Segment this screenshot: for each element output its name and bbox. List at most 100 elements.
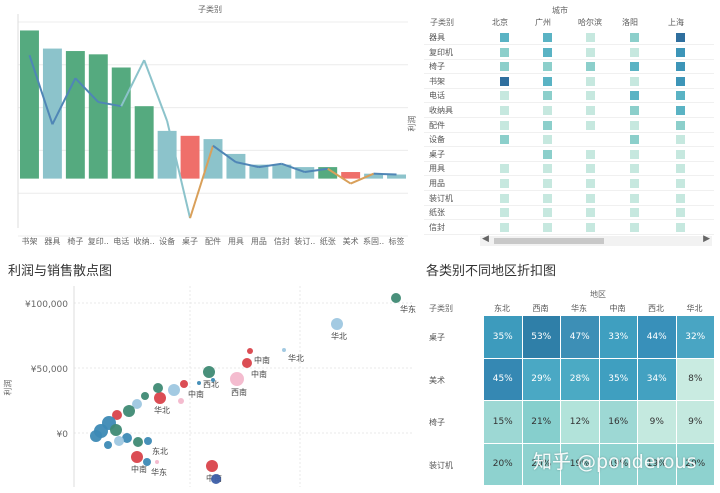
heat-cell[interactable]: [500, 62, 509, 72]
heat-cell[interactable]: [586, 149, 595, 159]
discount-cell[interactable]: 53%: [522, 316, 560, 358]
heat-cell[interactable]: [676, 164, 685, 174]
scatter-point[interactable]: [242, 358, 252, 368]
bar[interactable]: [65, 51, 85, 179]
scrollbar-thumb[interactable]: [494, 238, 604, 244]
heat-cell[interactable]: [543, 222, 552, 232]
heat-cell[interactable]: [586, 179, 595, 188]
heat-cell[interactable]: [543, 208, 552, 218]
bar[interactable]: [364, 173, 384, 179]
heat-cell[interactable]: [543, 120, 552, 130]
heat-cell[interactable]: [500, 91, 509, 101]
scatter-point[interactable]: [282, 348, 286, 352]
bar[interactable]: [134, 106, 154, 179]
discount-cell[interactable]: 21%: [522, 401, 560, 443]
discount-cell[interactable]: 34%: [638, 358, 676, 400]
heat-cell[interactable]: [676, 76, 685, 86]
heat-cell[interactable]: [586, 76, 595, 86]
discount-cell[interactable]: 28%: [561, 358, 599, 400]
bar[interactable]: [157, 130, 177, 179]
scatter-point[interactable]: [203, 366, 215, 378]
discount-cell[interactable]: 32%: [676, 316, 714, 358]
discount-cell[interactable]: 35%: [484, 316, 522, 358]
scatter-point[interactable]: [206, 460, 218, 472]
scatter-point[interactable]: [211, 378, 215, 382]
heat-cell[interactable]: [676, 47, 685, 57]
heat-cell[interactable]: [676, 193, 685, 203]
scatter-point[interactable]: [230, 372, 244, 386]
scroll-right-icon[interactable]: ▶: [703, 234, 710, 244]
heat-cell[interactable]: [543, 47, 552, 57]
heat-cell[interactable]: [543, 149, 552, 159]
scatter-point[interactable]: [211, 474, 221, 484]
heat-cell[interactable]: [500, 135, 509, 145]
discount-cell[interactable]: 20%: [676, 443, 714, 485]
scatter-point[interactable]: [90, 430, 102, 442]
scatter-point[interactable]: [122, 433, 132, 443]
heat-cell[interactable]: [676, 106, 685, 115]
scatter-point[interactable]: [104, 441, 112, 449]
scatter-point[interactable]: [391, 293, 401, 303]
heat-cell[interactable]: [586, 106, 595, 115]
heat-cell[interactable]: [500, 76, 509, 86]
scatter-point[interactable]: [141, 392, 149, 400]
bar[interactable]: [20, 30, 39, 179]
scatter-point[interactable]: [132, 399, 142, 409]
bar[interactable]: [341, 172, 361, 179]
bar[interactable]: [111, 67, 131, 179]
heat-cell[interactable]: [500, 120, 509, 130]
discount-cell[interactable]: 19%: [561, 443, 599, 485]
heat-cell[interactable]: [543, 76, 552, 86]
bar[interactable]: [387, 174, 406, 179]
scroll-left-icon[interactable]: ◀: [482, 234, 489, 244]
heat-cell[interactable]: [630, 193, 639, 203]
scatter-point[interactable]: [197, 381, 201, 385]
discount-cell[interactable]: 15%: [484, 401, 522, 443]
heat-cell[interactable]: [500, 106, 509, 115]
horizontal-scrollbar[interactable]: ◀ ▶: [480, 234, 712, 246]
heat-cell[interactable]: [630, 47, 639, 57]
heat-cell[interactable]: [500, 47, 509, 57]
heat-cell[interactable]: [586, 193, 595, 203]
heat-cell[interactable]: [543, 106, 552, 115]
heat-cell[interactable]: [676, 135, 685, 145]
discount-cell[interactable]: 45%: [484, 358, 522, 400]
discount-cell[interactable]: 8%: [676, 358, 714, 400]
discount-cell[interactable]: 20%: [522, 443, 560, 485]
heat-cell[interactable]: [586, 222, 595, 232]
discount-cell[interactable]: 33%: [599, 316, 637, 358]
scatter-point[interactable]: [123, 405, 135, 417]
heat-cell[interactable]: [676, 62, 685, 72]
heat-cell[interactable]: [543, 193, 552, 203]
scatter-point[interactable]: [331, 318, 343, 330]
heat-cell[interactable]: [630, 62, 639, 72]
bar[interactable]: [249, 164, 269, 179]
heat-cell[interactable]: [630, 208, 639, 218]
heat-cell[interactable]: [543, 179, 552, 188]
discount-cell[interactable]: 19%: [638, 443, 676, 485]
heat-cell[interactable]: [586, 62, 595, 72]
scatter-point[interactable]: [178, 398, 184, 404]
heat-cell[interactable]: [630, 33, 639, 42]
heat-cell[interactable]: [543, 33, 552, 42]
heat-cell[interactable]: [543, 91, 552, 101]
scatter-point[interactable]: [133, 437, 143, 447]
heat-cell[interactable]: [586, 164, 595, 174]
discount-cell[interactable]: 9%: [638, 401, 676, 443]
heat-cell[interactable]: [543, 164, 552, 174]
heat-cell[interactable]: [500, 193, 509, 203]
heat-cell[interactable]: [586, 91, 595, 101]
bar[interactable]: [272, 164, 292, 179]
heat-cell[interactable]: [676, 179, 685, 188]
heat-cell[interactable]: [500, 164, 509, 174]
discount-cell[interactable]: 44%: [638, 316, 676, 358]
discount-cell[interactable]: 47%: [561, 316, 599, 358]
discount-cell[interactable]: 29%: [522, 358, 560, 400]
scatter-point[interactable]: [131, 451, 143, 463]
heat-cell[interactable]: [543, 135, 552, 145]
scatter-point[interactable]: [180, 380, 188, 388]
heat-cell[interactable]: [630, 120, 639, 130]
scatter-point[interactable]: [110, 424, 122, 436]
heat-cell[interactable]: [676, 149, 685, 159]
heat-cell[interactable]: [500, 33, 509, 42]
